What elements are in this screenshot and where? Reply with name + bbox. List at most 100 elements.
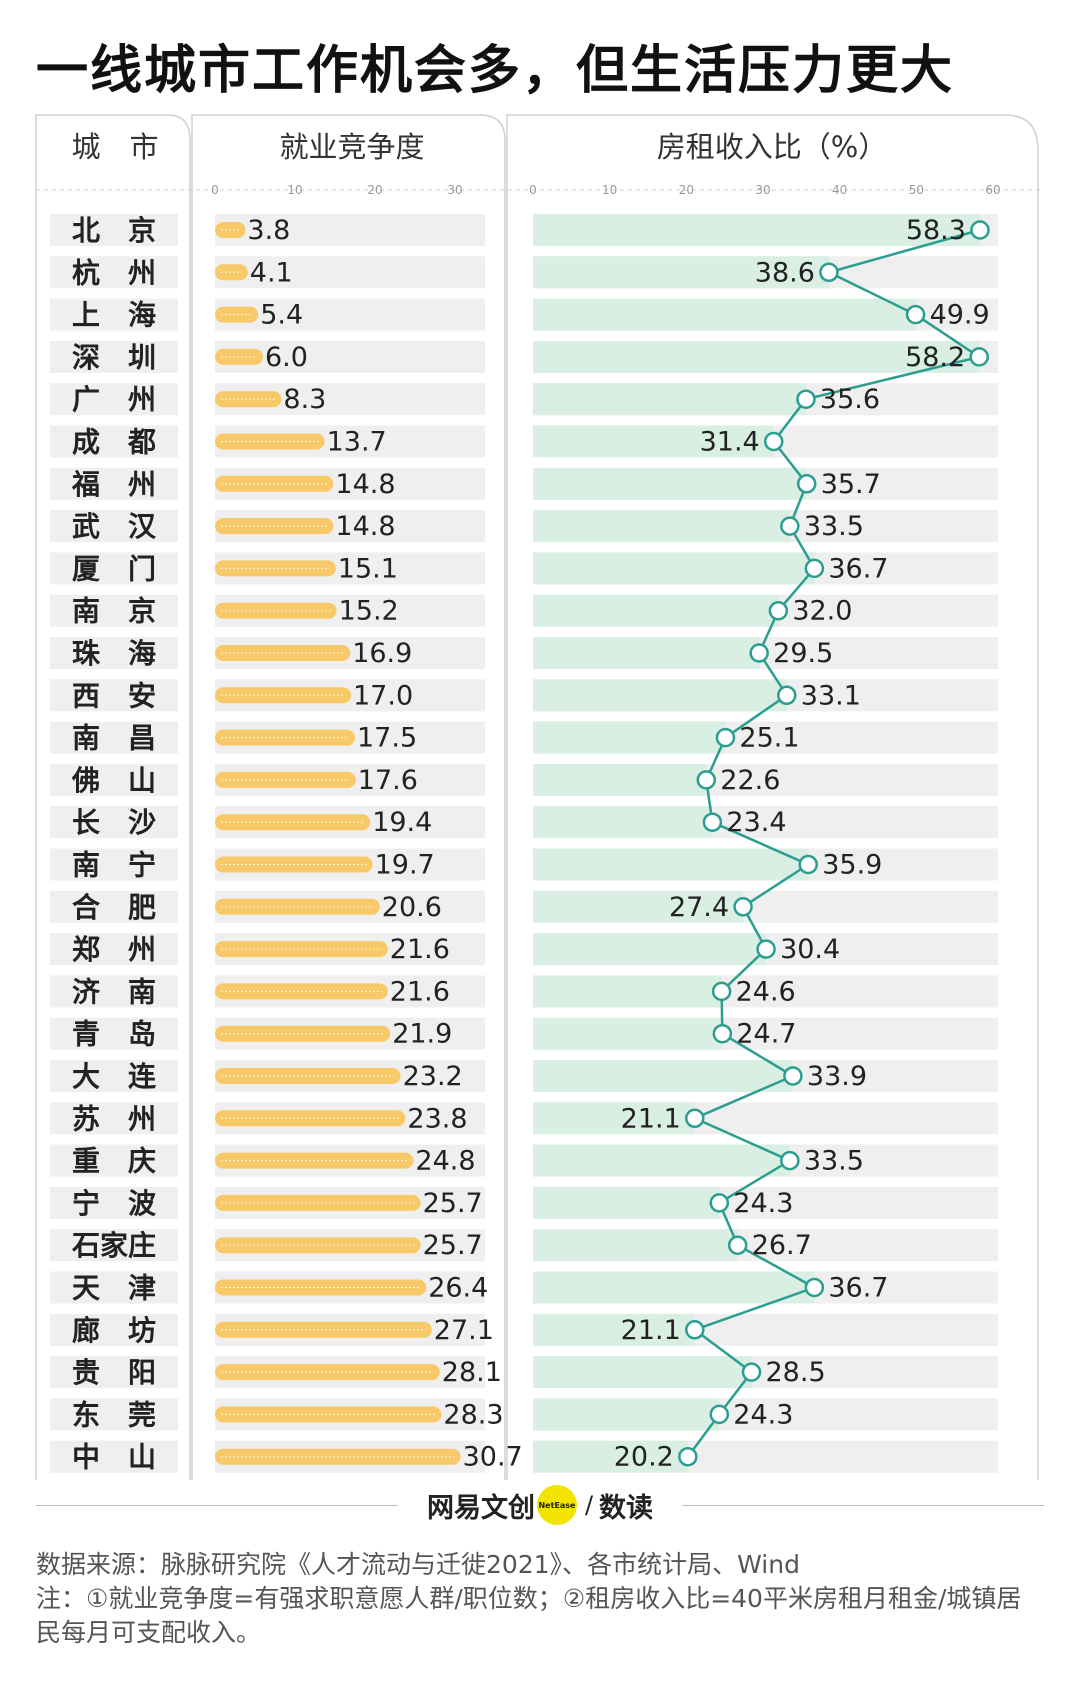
rent-ratio-value-label: 58.2 [905, 342, 965, 373]
rent-ratio-value-label: 36.7 [828, 1273, 888, 1304]
competition-value-label: 15.1 [338, 553, 398, 584]
city-label: 天 津 [72, 1272, 156, 1305]
city-label-bg [50, 383, 178, 416]
rent-tick-label: 30 [755, 183, 770, 197]
competition-tick-label: 0 [211, 183, 219, 197]
rent-ratio-value-label: 32.0 [792, 596, 852, 627]
rent-ratio-point [709, 1193, 730, 1213]
city-label: 石家庄 [71, 1229, 156, 1262]
city-label-bg [50, 594, 178, 627]
brand-section: 数读 [599, 1492, 654, 1524]
rent-ratio-area [533, 298, 916, 331]
competition-value-label: 14.8 [335, 511, 395, 542]
competition-value-label: 20.6 [382, 892, 442, 923]
competition-value-label: 17.5 [357, 723, 417, 754]
chart-panel: 城 市 就业竞争度 房租收入比（%） 0 10 20 30 0 10 20 30 40 50 60 … [35, 114, 1040, 1480]
city-label: 宁 波 [72, 1187, 157, 1220]
competition-value-label: 4.1 [250, 257, 293, 288]
city-label-bg [50, 298, 178, 331]
rent-ratio-value-label: 35.7 [821, 469, 881, 500]
rent-ratio-value-label: 33.1 [801, 680, 861, 711]
brand-divider-left [36, 1505, 398, 1506]
rent-tick-label: 40 [832, 183, 847, 197]
rent-ratio-point [741, 1362, 762, 1382]
rent-ratio-area [533, 1398, 720, 1431]
competition-value-label: 21.6 [390, 934, 450, 965]
competition-bar [215, 264, 248, 281]
city-label-bg [50, 1313, 178, 1346]
rent-ratio-value-label: 35.6 [820, 384, 880, 415]
rent-ratio-value-label: 20.2 [614, 1442, 674, 1473]
competition-bar [215, 1364, 440, 1381]
rent-ratio-point [777, 685, 797, 706]
city-label-bg [50, 806, 178, 839]
rent-ratio-value-label: 25.1 [739, 723, 799, 754]
rent-ratio-value-label: 33.5 [804, 511, 864, 542]
city-label: 南 宁 [72, 849, 156, 882]
rent-ratio-area [533, 933, 767, 966]
city-label: 东 莞 [72, 1398, 156, 1431]
city-label-bg [50, 340, 178, 373]
competition-value-label: 14.8 [335, 469, 395, 500]
rent-ratio-point [727, 1235, 748, 1255]
city-label: 大 连 [72, 1060, 157, 1093]
city-label: 武 汉 [72, 510, 157, 543]
competition-value-label: 26.4 [428, 1273, 488, 1304]
rent-ratio-area [533, 806, 713, 839]
rent-ratio-point [780, 1150, 800, 1171]
table-frame [35, 114, 1040, 1480]
rent-ratio-point [796, 389, 816, 409]
rent-ratio-area [533, 637, 760, 669]
rent-ratio-value-label: 22.6 [720, 765, 780, 796]
rent-ratio-point [819, 262, 839, 283]
competition-value-label: 23.8 [407, 1103, 467, 1134]
rent-ratio-area [533, 510, 790, 543]
rent-ratio-area [533, 763, 707, 796]
city-label: 长 沙 [72, 806, 156, 839]
competition-value-label: 13.7 [327, 427, 387, 458]
rent-ratio-area [533, 340, 980, 373]
rent-ratio-area [533, 679, 787, 712]
city-label: 广 州 [72, 383, 156, 416]
footer-source: 数据来源：脉脉研究院《人才流动与迁徙2021》、各市统计局、Wind [36, 1550, 800, 1579]
competition-value-label: 16.9 [352, 638, 412, 669]
rent-ratio-point [768, 600, 789, 621]
rent-ratio-value-label: 36.7 [828, 553, 888, 584]
city-label: 深 圳 [72, 341, 156, 374]
rent-ratio-point [783, 1066, 803, 1086]
competition-tick-label: 20 [367, 183, 382, 197]
axis-ticks: 0 10 20 30 0 10 20 30 40 50 60 [211, 183, 1000, 197]
rent-ratio-area [533, 256, 829, 289]
city-label-bg [50, 1440, 178, 1473]
rent-ratio-area [533, 1229, 738, 1262]
competition-tick-label: 10 [287, 183, 302, 197]
city-label-bg [50, 1060, 178, 1092]
competition-value-label: 5.4 [260, 300, 303, 331]
rent-tick-label: 50 [909, 183, 924, 197]
city-label: 廊 坊 [72, 1314, 156, 1347]
rent-ratio-point [780, 516, 800, 536]
rent-ratio-value-label: 24.7 [736, 1019, 796, 1050]
header-competition: 就业竞争度 [279, 130, 424, 164]
city-label: 上 海 [72, 299, 156, 332]
competition-bar-track [215, 256, 485, 289]
city-column-border [35, 114, 191, 1480]
rent-ratio-point [712, 1023, 733, 1044]
rent-ratio-area [533, 383, 806, 416]
rent-ratio-area [533, 890, 744, 923]
competition-bar [215, 602, 337, 619]
rent-ratio-value-label: 35.9 [822, 850, 882, 881]
rent-ratio-value-label: 27.4 [669, 892, 729, 923]
city-label-bg [50, 552, 178, 585]
rent-ratio-value-label: 49.9 [930, 300, 990, 331]
header-rent-ratio: 房租收入比（%） [657, 130, 888, 164]
competition-bar [215, 1321, 432, 1338]
city-label: 成 都 [72, 426, 156, 459]
city-label: 珠 海 [72, 637, 156, 670]
rent-ratio-area [533, 1186, 720, 1219]
header-city: 城 市 [71, 130, 158, 164]
rent-ratio-area [533, 214, 980, 246]
brand-logo-area: 网易文创 NetEase / 数读 [0, 1480, 1080, 1530]
rent-ratio-point [804, 558, 825, 579]
city-label-bg [50, 425, 178, 458]
